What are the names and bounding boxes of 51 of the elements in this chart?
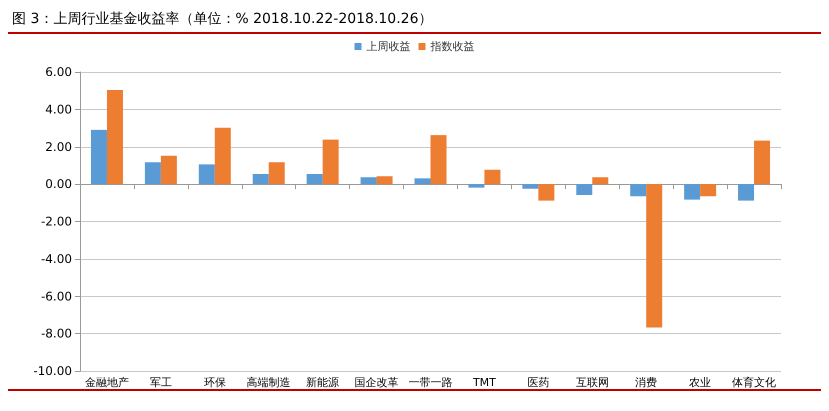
x-tick-label: 新能源 xyxy=(306,376,340,389)
x-tick-label: 体育文化 xyxy=(732,376,776,389)
legend-label: 上周收益 xyxy=(366,40,410,53)
bar xyxy=(214,128,231,184)
bar xyxy=(90,130,107,184)
bar xyxy=(268,162,285,184)
legend-label: 指数收益 xyxy=(430,40,474,53)
bar xyxy=(198,164,215,184)
bar xyxy=(306,174,323,184)
x-tick-label: 高端制造 xyxy=(246,376,291,389)
y-tick-label: -2.00 xyxy=(40,214,72,228)
bar xyxy=(144,162,161,184)
x-tick-label: 一带一路 xyxy=(408,376,452,389)
y-tick-label: 4.00 xyxy=(45,102,72,116)
bar xyxy=(738,184,754,201)
bar xyxy=(646,184,662,328)
y-tick-label: -8.00 xyxy=(40,326,72,341)
y-tick-label: -4.00 xyxy=(40,252,72,266)
bar xyxy=(430,135,446,184)
bar xyxy=(160,156,177,184)
bar xyxy=(700,184,716,196)
bar xyxy=(630,184,646,196)
y-tick-label: 2.00 xyxy=(45,140,72,154)
bar xyxy=(414,178,430,184)
y-tick-label: -10.00 xyxy=(33,364,72,378)
bar xyxy=(376,176,393,184)
x-tick-label: 互联网 xyxy=(576,376,609,389)
x-tick-label: 医药 xyxy=(527,376,550,389)
bar xyxy=(468,184,484,188)
chart-title: 图 3：上周行业基金收益率（单位：% 2018.10.22-2018.10.26） xyxy=(8,8,821,34)
bar xyxy=(522,184,538,189)
bar xyxy=(106,90,123,184)
bar xyxy=(252,174,269,184)
y-tick-label: 6.00 xyxy=(45,65,72,79)
bar xyxy=(684,184,700,200)
x-tick-label: 国企改革 xyxy=(354,376,399,389)
y-tick-label: 0.00 xyxy=(45,177,72,192)
x-tick-label: 金融地产 xyxy=(84,376,129,389)
x-tick-label: 环保 xyxy=(204,376,226,389)
bar xyxy=(576,184,592,195)
bar xyxy=(322,140,339,184)
x-tick-label: 军工 xyxy=(150,376,172,389)
bar xyxy=(538,184,554,201)
bar xyxy=(484,170,500,184)
bar xyxy=(754,140,770,184)
y-tick-label: -6.00 xyxy=(40,289,72,304)
x-tick-label: 农业 xyxy=(689,376,712,389)
bar xyxy=(360,177,377,184)
x-tick-label: TMT xyxy=(472,376,496,389)
x-tick-label: 消费 xyxy=(635,376,658,389)
bar xyxy=(592,177,608,184)
